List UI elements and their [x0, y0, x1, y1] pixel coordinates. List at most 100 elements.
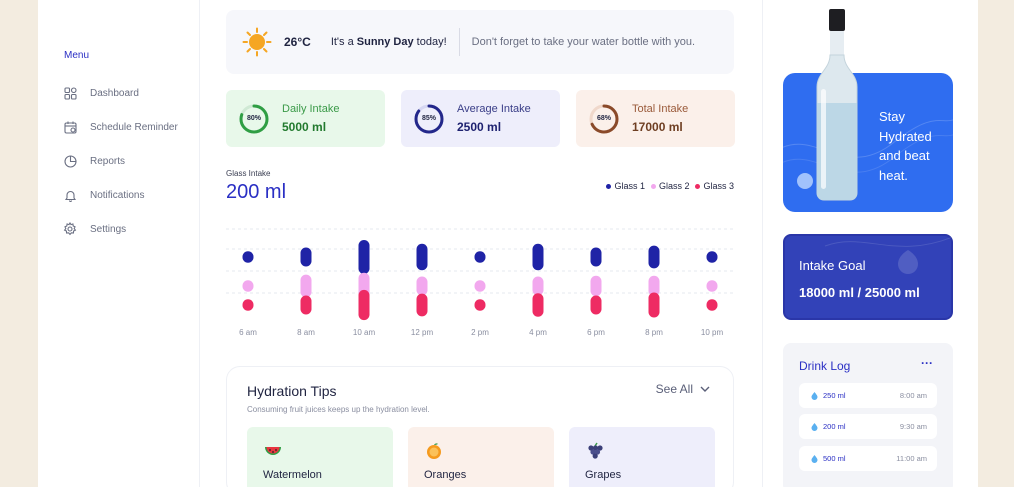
x-tick-label: 12 pm — [411, 328, 434, 337]
bar-glass-2 — [648, 275, 660, 297]
progress-percent: 80% — [246, 115, 261, 122]
orange-icon — [427, 443, 441, 459]
grid-icon — [62, 85, 78, 101]
fruit-card-oranges[interactable]: Oranges — [408, 427, 554, 487]
sidebar-item-label: Schedule Reminder — [90, 121, 178, 133]
drink-time: 8:00 am — [899, 391, 927, 400]
water-drop-icon — [811, 391, 818, 400]
bar-glass-1 — [416, 243, 428, 271]
progress-ring: 68% — [588, 103, 620, 135]
progress-percent: 85% — [421, 115, 436, 122]
bar-glass-3 — [648, 292, 660, 318]
calendar-icon — [62, 119, 78, 135]
stat-card-total-intake[interactable]: 68% Total Intake 17000 ml — [576, 90, 735, 147]
legend-dot — [606, 183, 612, 189]
legend-label: Glass 3 — [703, 181, 734, 191]
promo-line: Hydrated — [879, 128, 932, 144]
bar-glass-2 — [300, 274, 312, 298]
bar-glass-2 — [242, 280, 254, 292]
goal-value: 18000 ml / 25000 ml — [799, 285, 920, 300]
x-tick-label: 8 am — [297, 328, 315, 337]
bar-glass-3 — [358, 289, 370, 321]
weather-message-suffix: today! — [413, 36, 447, 48]
drink-log-entry[interactable]: 250 ml 8:00 am — [799, 383, 937, 408]
progress-ring: 80% — [238, 103, 270, 135]
fruit-card-grapes[interactable]: Grapes — [569, 427, 715, 487]
promo-line: and beat — [879, 148, 930, 163]
sidebar-item-label: Dashboard — [90, 87, 139, 99]
menu-label: Menu — [64, 50, 90, 61]
weather-message: It's a Sunny Day today! — [331, 36, 447, 48]
stat-value: 17000 ml — [632, 120, 683, 134]
promo-line: heat. — [879, 167, 908, 183]
stat-card-daily-intake[interactable]: 80% Daily Intake 5000 ml — [226, 90, 385, 147]
card-wave-decoration — [783, 119, 953, 189]
bell-icon — [62, 187, 78, 203]
bar-glass-1 — [532, 243, 544, 271]
sidebar-item-schedule-reminder[interactable]: Schedule Reminder — [62, 110, 178, 144]
progress-ring-fill — [239, 104, 269, 133]
chevron-down-icon — [700, 386, 710, 392]
stat-value: 5000 ml — [282, 120, 327, 134]
reminder-text: Don't forget to take your water bottle w… — [471, 36, 696, 48]
bar-glass-1 — [648, 245, 660, 269]
bar-glass-1 — [474, 251, 486, 263]
sidebar-item-label: Notifications — [90, 189, 145, 201]
legend-dot — [650, 183, 656, 189]
progress-ring-svg — [589, 104, 619, 133]
intake-goal-card: Intake Goal 18000 ml / 25000 ml — [783, 234, 953, 320]
progress-ring-svg — [239, 104, 269, 133]
sidebar-item-label: Reports — [90, 155, 126, 167]
legend-item-glass-2: Glass 2 — [650, 181, 690, 191]
legend-label: Glass 2 — [658, 181, 690, 191]
pie-chart-icon — [62, 153, 78, 169]
x-tick-label: 6 pm — [587, 328, 605, 337]
progress-ring-fill — [589, 104, 619, 133]
temperature: 26°C — [284, 35, 311, 49]
sidebar-item-notifications[interactable]: Notifications — [62, 178, 178, 212]
bar-glass-3 — [706, 299, 718, 311]
sidebar-item-label: Settings — [90, 223, 127, 235]
drink-log-entry[interactable]: 500 ml 11:00 am — [799, 446, 937, 471]
bar-glass-1 — [300, 247, 312, 267]
more-options-button[interactable]: ··· — [921, 356, 933, 370]
glass-intake-chart: 6 am 8 am 10 am 12 pm 2 pm 4 pm 6 pm 8 pm 10 pm — [226, 228, 736, 337]
drink-amount: 200 ml — [823, 422, 846, 431]
progress-ring-fill — [414, 104, 444, 133]
bar-glass-3 — [242, 299, 254, 311]
goal-title: Intake Goal — [799, 258, 866, 273]
sidebar-item-reports[interactable]: Reports — [62, 144, 178, 178]
divider — [458, 28, 460, 56]
water-bottle-image — [816, 9, 858, 201]
drink-amount: 500 ml — [823, 454, 846, 463]
stat-card-average-intake[interactable]: 85% Average Intake 2500 ml — [401, 90, 560, 147]
legend-item-glass-1: Glass 1 — [606, 181, 645, 191]
hydration-tips-card: Hydration Tips Consuming fruit juices ke… — [226, 366, 734, 487]
bar-glass-2 — [532, 276, 544, 296]
legend-item-glass-3: Glass 3 — [695, 181, 734, 191]
bar-glass-1 — [242, 251, 254, 263]
drink-log-entry[interactable]: 200 ml 9:30 am — [799, 414, 937, 439]
see-all-button[interactable]: See All — [656, 382, 711, 396]
water-drop-icon — [811, 454, 818, 463]
bar-glass-2 — [590, 275, 602, 297]
see-all-label: See All — [655, 382, 693, 396]
weather-banner: 26°C It's a Sunny Day today! Don't forge… — [226, 10, 734, 74]
bar-glass-3 — [300, 295, 312, 315]
x-tick-label: 4 pm — [529, 328, 547, 337]
fruit-name: Oranges — [424, 469, 467, 481]
chart-legend: Glass 1 Glass 2 Glass 3 — [600, 181, 734, 191]
drink-amount: 250 ml — [823, 391, 846, 400]
sidebar-item-dashboard[interactable]: Dashboard — [62, 76, 178, 110]
sidebar: Menu Dashboard Schedule Reminder Reports… — [38, 0, 200, 487]
bar-glass-1 — [706, 251, 718, 263]
weather-message-prefix: It's a — [330, 36, 357, 48]
fruit-card-watermelon[interactable]: Watermelon — [247, 427, 393, 487]
stat-label: Average Intake — [457, 103, 531, 115]
x-tick-label: 10 pm — [701, 328, 724, 337]
bar-glass-3 — [590, 295, 602, 315]
sidebar-item-settings[interactable]: Settings — [62, 212, 178, 246]
bar-glass-3 — [474, 299, 486, 311]
stay-hydrated-card: Stay Hydrated and beat heat. — [783, 9, 953, 212]
legend-label: Glass 1 — [614, 181, 645, 191]
